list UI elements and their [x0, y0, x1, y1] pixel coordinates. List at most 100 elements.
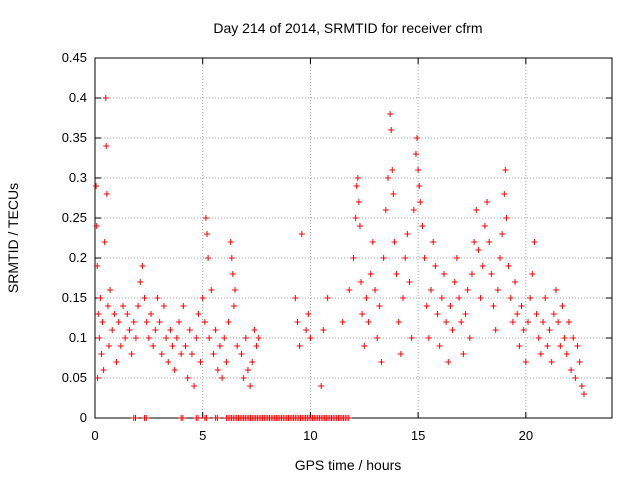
data-point: [173, 335, 180, 341]
data-point: [247, 383, 254, 389]
data-point: [436, 343, 443, 349]
data-point: [324, 295, 331, 301]
y-tick-label: 0.45: [62, 50, 87, 65]
data-point: [453, 255, 460, 261]
data-point: [154, 295, 161, 301]
data-point: [199, 295, 206, 301]
data-point: [195, 311, 202, 317]
data-point: [180, 303, 187, 309]
data-point: [99, 319, 106, 325]
data-point: [363, 295, 370, 301]
x-tick-label: 15: [411, 428, 425, 443]
data-point: [167, 327, 174, 333]
y-tick-label: 0.2: [69, 250, 87, 265]
data-point: [387, 111, 394, 117]
x-axis: 0 5 10 15 20: [91, 58, 533, 443]
data-point: [423, 303, 430, 309]
data-point: [126, 327, 133, 333]
data-point: [462, 311, 469, 317]
data-point: [202, 215, 209, 221]
data-point: [529, 271, 536, 277]
data-point: [542, 295, 549, 301]
data-point: [97, 295, 104, 301]
data-point: [389, 167, 396, 173]
data-point: [143, 319, 150, 325]
data-point: [255, 335, 262, 341]
data-point: [94, 263, 101, 269]
data-point: [531, 239, 538, 245]
data-point: [391, 239, 398, 245]
data-point: [473, 207, 480, 213]
data-point: [120, 303, 127, 309]
data-point: [408, 335, 415, 341]
data-point: [428, 287, 435, 293]
data-point: [171, 367, 178, 373]
data-point: [415, 167, 422, 173]
y-tick-label: 0.4: [69, 90, 87, 105]
data-point: [197, 359, 204, 365]
data-point: [214, 415, 221, 421]
data-point: [228, 255, 235, 261]
data-point: [425, 335, 432, 341]
data-point: [191, 383, 198, 389]
data-point: [240, 375, 247, 381]
data-point: [148, 311, 155, 317]
data-point: [361, 343, 368, 349]
data-point: [509, 319, 516, 325]
data-point: [188, 351, 195, 357]
data-point: [471, 239, 478, 245]
data-point: [552, 287, 559, 293]
data-point: [533, 311, 540, 317]
data-point: [178, 351, 185, 357]
data-point: [404, 231, 411, 237]
data-point: [230, 303, 237, 309]
data-point: [109, 327, 116, 333]
data-point: [141, 295, 148, 301]
data-point: [107, 287, 114, 293]
y-axis: 0 0.05 0.1 0.15 0.2 0.25 0.3 0.35 0.4 0.45: [62, 50, 612, 425]
data-point: [244, 367, 251, 373]
data-point: [204, 231, 211, 237]
data-point: [182, 343, 189, 349]
data-point: [242, 335, 249, 341]
data-point: [106, 343, 113, 349]
data-point: [390, 191, 397, 197]
data-point: [160, 303, 167, 309]
data-point: [460, 351, 467, 357]
data-point: [93, 223, 100, 229]
data-point: [557, 343, 564, 349]
data-point: [578, 383, 585, 389]
data-point: [298, 231, 305, 237]
data-point: [117, 343, 124, 349]
data-point: [115, 319, 122, 325]
data-point: [561, 335, 568, 341]
data-point: [100, 367, 107, 373]
data-point: [96, 335, 103, 341]
y-tick-label: 0.1: [69, 330, 87, 345]
data-point: [464, 287, 471, 293]
data-point: [432, 263, 439, 269]
data-point: [384, 175, 391, 181]
data-point: [139, 263, 146, 269]
data-point: [466, 335, 473, 341]
data-point: [103, 143, 110, 149]
data-point: [203, 415, 210, 421]
data-point: [223, 359, 230, 365]
data-point: [95, 311, 102, 317]
data-point: [163, 335, 170, 341]
data-point: [229, 271, 236, 277]
data-point: [570, 335, 577, 341]
data-point: [296, 343, 303, 349]
data-point: [393, 271, 400, 277]
data-point: [234, 343, 241, 349]
data-point: [563, 351, 570, 357]
data-point: [496, 255, 503, 261]
data-point: [227, 239, 234, 245]
data-point: [502, 167, 509, 173]
data-point: [193, 335, 200, 341]
data-point: [205, 255, 212, 261]
data-point: [179, 415, 186, 421]
data-point: [438, 295, 445, 301]
data-point: [219, 375, 226, 381]
